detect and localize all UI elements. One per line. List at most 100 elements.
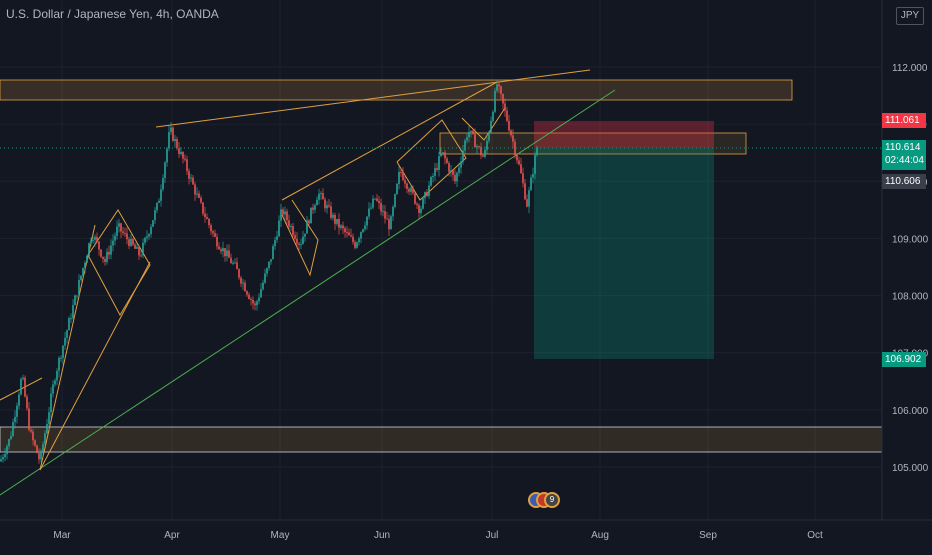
channel-line-left-c[interactable]	[39, 261, 151, 471]
candle-body	[296, 238, 298, 244]
candle-body	[78, 279, 80, 296]
candle-body	[276, 236, 278, 240]
candle-body	[138, 246, 140, 256]
candle-body	[168, 132, 170, 149]
candle-body	[260, 289, 262, 298]
candle-body	[216, 236, 218, 247]
support-trendline[interactable]	[0, 89, 616, 496]
candle-body	[114, 235, 116, 241]
candle-body	[112, 240, 114, 246]
stop-loss-zone[interactable]	[534, 121, 714, 148]
candle-body	[88, 243, 90, 256]
candle-body	[474, 133, 476, 148]
candle-body	[456, 172, 458, 182]
time-tick-label: Sep	[699, 530, 717, 541]
candle-body	[388, 219, 390, 230]
candle-body	[176, 138, 178, 149]
candle-body	[0, 459, 2, 462]
candle-body	[246, 291, 248, 295]
time-tick-label: May	[271, 530, 290, 541]
candle-body	[166, 148, 168, 163]
candle-body	[132, 238, 134, 245]
candle-body	[294, 235, 296, 239]
resistance-trendline[interactable]	[155, 69, 591, 128]
candle-body	[58, 357, 60, 371]
candle-body	[432, 175, 434, 177]
candle-body	[390, 216, 392, 230]
candle-body	[332, 214, 334, 218]
candle-body	[534, 155, 536, 174]
candle-body	[134, 244, 136, 249]
flag-pattern-3[interactable]	[396, 119, 467, 201]
currency-badge[interactable]: JPY	[896, 7, 924, 25]
candle-body	[72, 305, 74, 319]
candle-body	[180, 152, 182, 154]
candle-body	[4, 454, 6, 458]
candle-body	[526, 199, 528, 207]
candle-body	[386, 218, 388, 220]
consolidation-box[interactable]	[439, 132, 747, 155]
candle-body	[226, 250, 228, 257]
candle-body	[178, 148, 180, 154]
bar-countdown: 02:44:04	[885, 155, 924, 166]
symbol-title[interactable]: U.S. Dollar / Japanese Yen, 4h, OANDA	[6, 7, 219, 21]
resistance-zone[interactable]	[0, 79, 793, 101]
candle-body	[410, 187, 412, 192]
candle-body	[518, 160, 520, 165]
candle-body	[48, 412, 50, 424]
candle-body	[256, 301, 258, 306]
candle-body	[26, 396, 28, 409]
candle-body	[490, 120, 492, 133]
candle-body	[494, 90, 496, 112]
candle-body	[310, 207, 312, 224]
take-profit-zone[interactable]	[534, 148, 714, 359]
candle-body	[6, 446, 8, 455]
channel-line-upper[interactable]	[281, 81, 498, 201]
candle-body	[458, 167, 460, 173]
candle-body	[68, 318, 70, 331]
candle-body	[312, 207, 314, 210]
candle-body	[334, 214, 336, 224]
time-tick-label: Oct	[807, 530, 823, 541]
candle-body	[118, 223, 120, 227]
candle-body	[40, 450, 42, 460]
candle-body	[190, 177, 192, 179]
flag-pattern-2[interactable]	[281, 199, 319, 277]
candle-body	[76, 295, 78, 297]
candle-body	[338, 218, 340, 228]
candle-body	[360, 232, 362, 239]
candle-body	[64, 337, 66, 346]
flag-pattern-4[interactable]	[461, 107, 506, 141]
candle-body	[126, 233, 128, 240]
candle-body	[342, 225, 344, 229]
time-tick-label: Jun	[374, 530, 390, 541]
candle-body	[528, 190, 530, 207]
event-count-badge[interactable]: 9	[544, 492, 560, 508]
candle-body	[234, 262, 236, 264]
candle-body	[300, 243, 302, 245]
candle-body	[436, 168, 438, 170]
time-axis[interactable]: Mar Apr May Jun Jul Aug Sep Oct	[53, 530, 823, 541]
candle-body	[254, 303, 256, 306]
candle-body	[532, 173, 534, 178]
support-zone[interactable]	[0, 426, 883, 453]
candle-body	[484, 149, 486, 157]
candle-body	[92, 239, 94, 241]
candle-body	[466, 137, 468, 141]
candle-body	[428, 185, 430, 197]
candle-body	[344, 228, 346, 233]
price-tick-label: 105.000	[892, 463, 929, 474]
candle-body	[60, 357, 62, 359]
candle-body	[214, 233, 216, 237]
flag-pattern-1[interactable]	[87, 209, 151, 317]
candle-body	[86, 255, 88, 263]
candle-body	[370, 207, 372, 209]
candle-body	[228, 250, 230, 258]
economic-events[interactable]: 9	[528, 490, 572, 516]
candle-body	[354, 242, 356, 248]
candle-body	[222, 248, 224, 252]
candle-body	[2, 457, 4, 460]
candle-body	[164, 162, 166, 179]
